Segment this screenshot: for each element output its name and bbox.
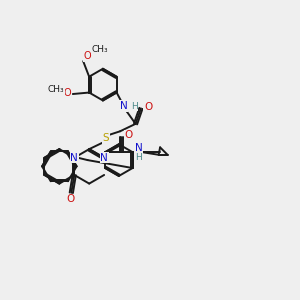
Text: S: S bbox=[103, 133, 109, 143]
Text: CH₃: CH₃ bbox=[91, 45, 108, 54]
Text: H: H bbox=[131, 101, 137, 110]
Text: O: O bbox=[144, 102, 152, 112]
Text: O: O bbox=[125, 130, 133, 140]
Text: H: H bbox=[135, 153, 142, 162]
Text: O: O bbox=[64, 88, 71, 98]
Text: N: N bbox=[100, 153, 108, 163]
Text: CH₃: CH₃ bbox=[47, 85, 64, 94]
Text: N: N bbox=[70, 153, 78, 163]
Text: O: O bbox=[67, 194, 75, 204]
Text: N: N bbox=[120, 101, 128, 111]
Text: O: O bbox=[84, 51, 92, 61]
Text: N: N bbox=[135, 143, 142, 153]
